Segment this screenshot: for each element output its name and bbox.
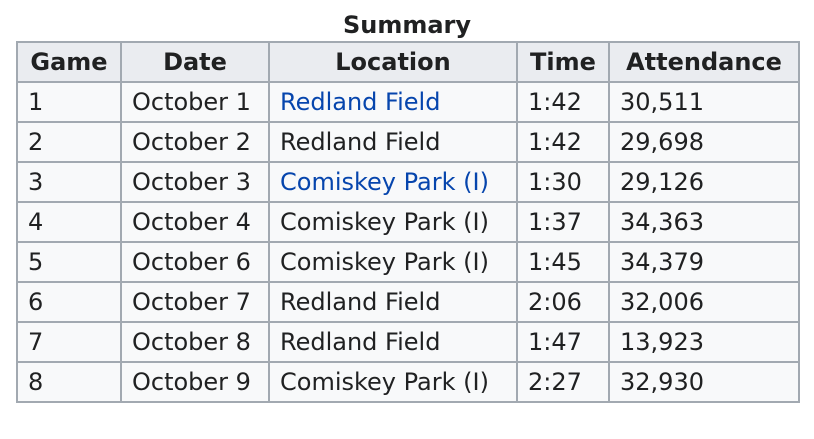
- game-cell: 6: [16, 281, 122, 323]
- location-cell: Redland Field: [268, 81, 518, 123]
- location-link[interactable]: Comiskey Park (I): [280, 168, 489, 196]
- location-cell: Comiskey Park (I): [268, 241, 518, 283]
- column-header-attendance: Attendance: [608, 41, 800, 83]
- game-cell: 4: [16, 201, 122, 243]
- time-cell: 1:42: [516, 81, 610, 123]
- location-cell: Redland Field: [268, 321, 518, 363]
- location-cell: Comiskey Park (I): [268, 161, 518, 203]
- date-cell: October 6: [120, 241, 270, 283]
- location-cell: Comiskey Park (I): [268, 361, 518, 403]
- time-cell: 2:27: [516, 361, 610, 403]
- attendance-cell: 34,379: [608, 241, 800, 283]
- date-cell: October 1: [120, 81, 270, 123]
- time-cell: 1:42: [516, 121, 610, 163]
- table-row: 2 October 2 Redland Field 1:42 29,698: [16, 121, 800, 163]
- table-row: 5 October 6 Comiskey Park (I) 1:45 34,37…: [16, 241, 800, 283]
- attendance-cell: 32,930: [608, 361, 800, 403]
- column-header-location: Location: [268, 41, 518, 83]
- header-row: Game Date Location Time Attendance: [16, 41, 800, 83]
- game-cell: 8: [16, 361, 122, 403]
- date-cell: October 2: [120, 121, 270, 163]
- table-row: 1 October 1 Redland Field 1:42 30,511: [16, 81, 800, 123]
- date-cell: October 4: [120, 201, 270, 243]
- time-cell: 1:45: [516, 241, 610, 283]
- table-row: 8 October 9 Comiskey Park (I) 2:27 32,93…: [16, 361, 800, 403]
- time-cell: 1:30: [516, 161, 610, 203]
- game-cell: 5: [16, 241, 122, 283]
- column-header-date: Date: [120, 41, 270, 83]
- attendance-cell: 29,126: [608, 161, 800, 203]
- time-cell: 2:06: [516, 281, 610, 323]
- game-cell: 1: [16, 81, 122, 123]
- time-cell: 1:37: [516, 201, 610, 243]
- column-header-time: Time: [516, 41, 610, 83]
- game-cell: 2: [16, 121, 122, 163]
- attendance-cell: 29,698: [608, 121, 800, 163]
- game-cell: 7: [16, 321, 122, 363]
- location-cell: Redland Field: [268, 121, 518, 163]
- location-cell: Redland Field: [268, 281, 518, 323]
- date-cell: October 7: [120, 281, 270, 323]
- attendance-cell: 34,363: [608, 201, 800, 243]
- attendance-cell: 30,511: [608, 81, 800, 123]
- attendance-cell: 32,006: [608, 281, 800, 323]
- date-cell: October 8: [120, 321, 270, 363]
- date-cell: October 9: [120, 361, 270, 403]
- table-caption: Summary: [342, 11, 472, 39]
- attendance-cell: 13,923: [608, 321, 800, 363]
- time-cell: 1:47: [516, 321, 610, 363]
- location-cell: Comiskey Park (I): [268, 201, 518, 243]
- summary-table: Game Date Location Time Attendance 1 Oct…: [16, 41, 800, 403]
- table-row: 7 October 8 Redland Field 1:47 13,923: [16, 321, 800, 363]
- table-row: 3 October 3 Comiskey Park (I) 1:30 29,12…: [16, 161, 800, 203]
- column-header-game: Game: [16, 41, 122, 83]
- table-row: 4 October 4 Comiskey Park (I) 1:37 34,36…: [16, 201, 800, 243]
- table-row: 6 October 7 Redland Field 2:06 32,006: [16, 281, 800, 323]
- game-cell: 3: [16, 161, 122, 203]
- date-cell: October 3: [120, 161, 270, 203]
- location-link[interactable]: Redland Field: [280, 88, 441, 116]
